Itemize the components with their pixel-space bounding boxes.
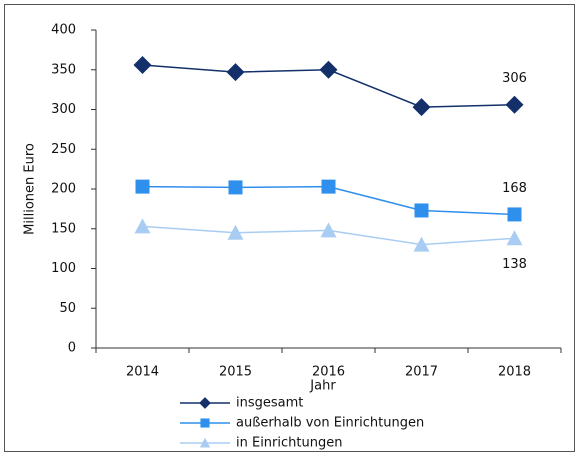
y-tick-label: 400	[51, 23, 76, 38]
point	[134, 218, 151, 234]
legend-marker	[200, 418, 210, 428]
data-label: 306	[502, 71, 527, 86]
point	[507, 207, 522, 222]
legend-label: außerhalb von Einrichtungen	[236, 416, 424, 431]
x-axis-label: Jahr	[309, 379, 336, 394]
y-axis-label: Millionen Euro	[23, 143, 38, 235]
point	[319, 60, 338, 79]
y-tick-label: 50	[59, 301, 76, 316]
y-tick-label: 250	[51, 142, 76, 157]
y-tick-label: 300	[51, 102, 76, 117]
y-tick-label: 150	[51, 221, 76, 236]
point	[133, 55, 152, 74]
x-tick-label: 2018	[498, 365, 531, 380]
point	[227, 224, 244, 240]
legend-marker	[199, 397, 211, 409]
point	[228, 180, 243, 195]
y-tick-label: 200	[51, 182, 76, 197]
y-tick-label: 350	[51, 62, 76, 77]
point	[414, 203, 429, 218]
data-label: 168	[502, 181, 527, 196]
frame	[4, 4, 575, 452]
point	[412, 98, 431, 117]
legend-label: in Einrichtungen	[236, 436, 342, 451]
point	[135, 179, 150, 194]
x-tick-label: 2014	[126, 365, 159, 380]
point	[226, 63, 245, 82]
point	[413, 236, 430, 252]
y-tick-label: 0	[68, 341, 76, 356]
data-label: 138	[502, 257, 527, 272]
point	[321, 179, 336, 194]
legend-marker	[199, 437, 211, 448]
x-tick-label: 2015	[219, 365, 252, 380]
x-tick-label: 2017	[405, 365, 438, 380]
point	[506, 230, 523, 246]
x-tick-label: 2016	[312, 365, 345, 380]
y-tick-label: 100	[51, 261, 76, 276]
point	[320, 222, 337, 238]
legend-label: insgesamt	[236, 396, 303, 411]
point	[505, 95, 524, 114]
